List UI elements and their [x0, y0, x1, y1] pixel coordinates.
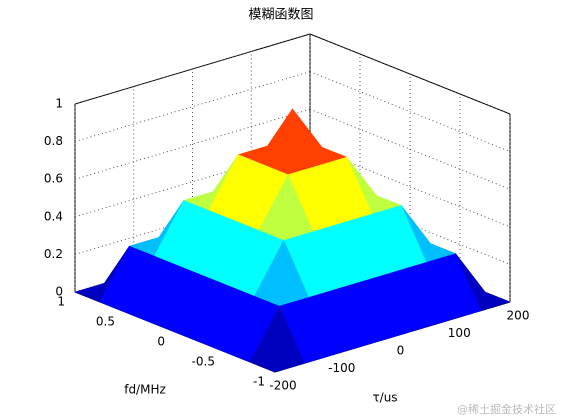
z-tick-label: 0.4	[44, 209, 63, 223]
y-tick-label: 0.5	[96, 315, 115, 329]
z-tick-label: 0	[55, 285, 63, 299]
x-axis-label: τ/us	[372, 391, 397, 405]
x-tick-label: -100	[328, 361, 355, 375]
watermark: @稀土掘金技术社区	[457, 402, 556, 416]
y-tick-label: -0.5	[192, 355, 215, 369]
grid-line	[74, 108, 311, 180]
x-tick-label: -200	[269, 379, 296, 393]
y-tick-label: 0	[157, 335, 165, 349]
x-tick-label: 100	[448, 326, 471, 340]
y-tick-label: 1	[57, 295, 65, 309]
z-tick-label: 0.6	[44, 172, 63, 186]
box-edge	[309, 33, 511, 115]
x-tick-label: 200	[507, 309, 530, 323]
chart-title: 模糊函数图	[248, 7, 313, 23]
grid-line	[74, 33, 311, 105]
grid-line	[309, 71, 511, 153]
y-tick-label: -1	[253, 375, 265, 389]
y-axis-label: fd/MHz	[124, 383, 166, 397]
z-tick-label: 1	[55, 97, 63, 111]
x-tick-label: 0	[397, 344, 405, 358]
z-tick-label: 0.8	[44, 134, 63, 148]
z-tick-label: 0.2	[44, 247, 63, 261]
surface-patch	[249, 305, 305, 373]
grid-line	[74, 71, 311, 143]
